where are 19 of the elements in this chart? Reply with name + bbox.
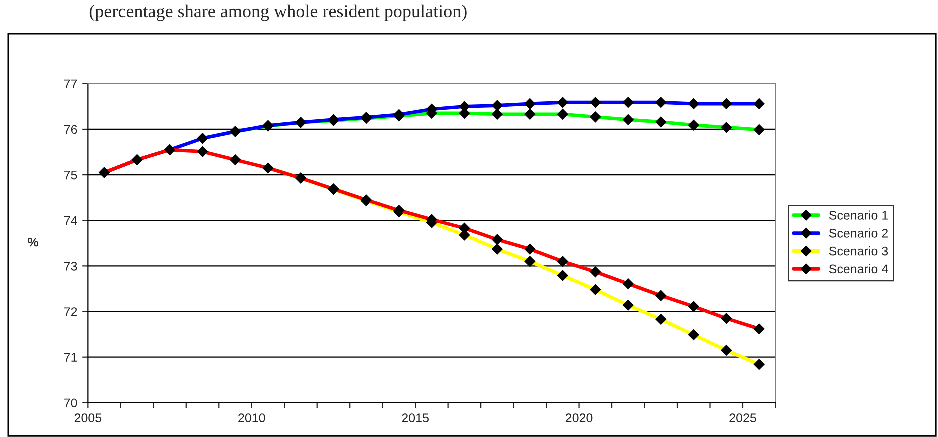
x-tick-label: 2010 xyxy=(238,414,266,423)
y-tick-label: 72 xyxy=(64,308,78,316)
legend-label: Scenario 1 xyxy=(829,210,888,220)
legend-label: Scenario 3 xyxy=(829,246,888,256)
y-tick-label: 71 xyxy=(64,353,78,362)
x-tick-label: 2005 xyxy=(74,414,102,423)
legend-label: Scenario 2 xyxy=(829,228,888,238)
y-tick-label: 77 xyxy=(64,80,78,88)
legend-label: Scenario 4 xyxy=(829,264,888,274)
y-axis-title: % xyxy=(28,238,39,247)
y-tick-label: 74 xyxy=(64,216,78,226)
chart-title: (percentage share among whole resident population) xyxy=(90,4,467,22)
x-tick-label: 2020 xyxy=(566,414,593,423)
y-tick-label: 75 xyxy=(64,170,78,180)
y-tick-label: 70 xyxy=(64,398,78,408)
x-tick-label: 2015 xyxy=(402,414,429,423)
x-tick-label: 2025 xyxy=(730,414,756,423)
y-tick-label: 73 xyxy=(64,262,78,271)
y-tick-label: 76 xyxy=(64,125,78,134)
